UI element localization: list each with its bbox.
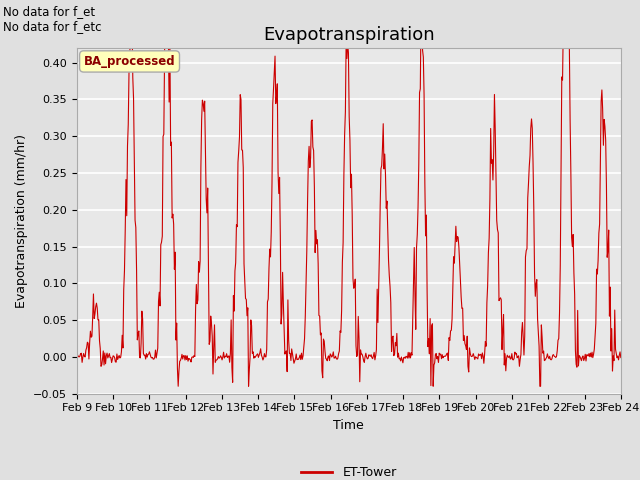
Y-axis label: Evapotranspiration (mm/hr): Evapotranspiration (mm/hr): [15, 134, 28, 308]
Text: No data for f_et
No data for f_etc: No data for f_et No data for f_etc: [3, 5, 102, 33]
Legend: ET-Tower: ET-Tower: [296, 461, 401, 480]
Text: BA_processed: BA_processed: [84, 55, 175, 68]
Title: Evapotranspiration: Evapotranspiration: [263, 25, 435, 44]
X-axis label: Time: Time: [333, 419, 364, 432]
